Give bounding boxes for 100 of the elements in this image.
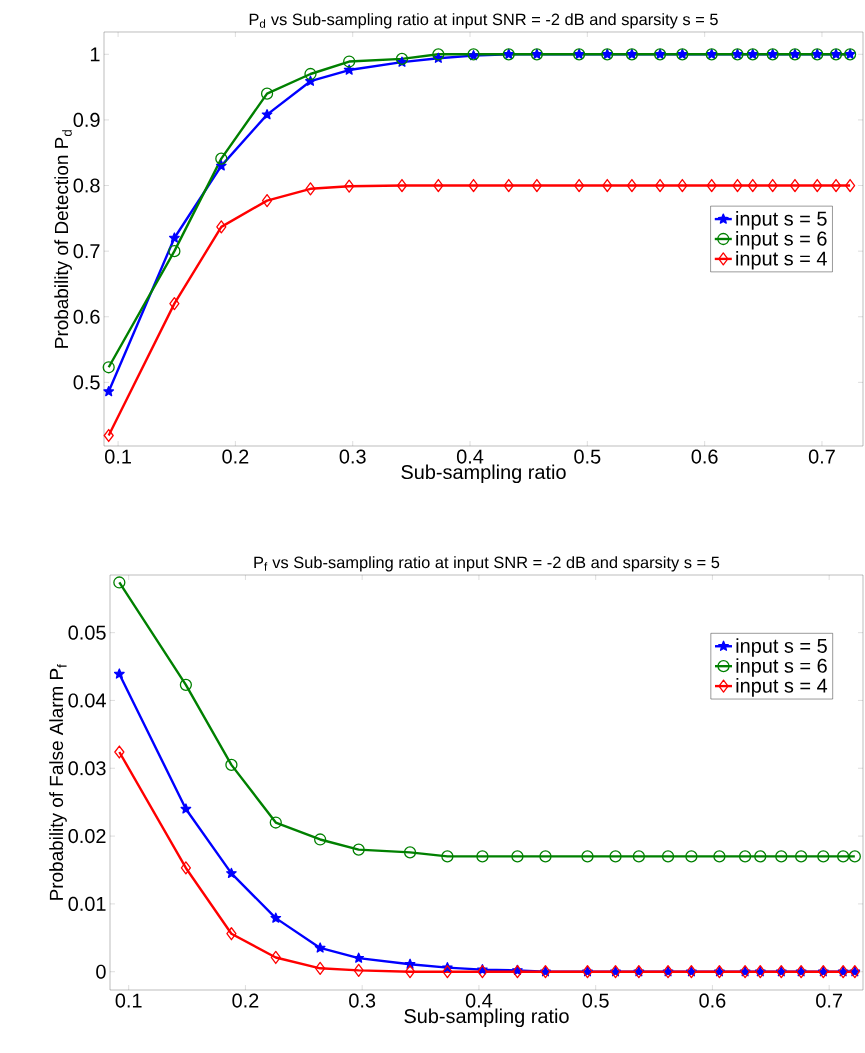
- point: [114, 745, 125, 759]
- x-tick-label: 0.2: [232, 993, 259, 1008]
- point: [531, 178, 543, 193]
- point: [848, 850, 861, 863]
- point: [747, 178, 758, 193]
- chart-title: P$_{f}$ vs Sub-sampling ratio at input SNR = -2 dB and sparsity s = 5: [254, 556, 720, 572]
- point: [396, 178, 408, 193]
- point: [441, 850, 454, 863]
- point: [225, 758, 238, 772]
- point: [353, 952, 365, 963]
- point: [632, 850, 645, 863]
- point: [353, 963, 364, 977]
- x-axis-title: Sub-sampling ratio: [401, 464, 566, 484]
- point: [103, 428, 114, 443]
- y-tick-label: 0.8: [73, 178, 100, 193]
- point: [168, 245, 181, 258]
- point: [314, 833, 327, 846]
- y-tick-label: 0.03: [68, 761, 106, 776]
- x-tick-label: 0.6: [699, 993, 726, 1008]
- point: [795, 850, 808, 863]
- point: [503, 178, 514, 193]
- point: [844, 178, 856, 193]
- y-tick-label: 0.04: [68, 693, 106, 708]
- point: [432, 48, 445, 61]
- y-tick-label: 0.9: [73, 112, 100, 127]
- chart-title: P$_{d}$ vs Sub-sampling ratio at input SNR = -2 dB and sparsity s = 5: [249, 13, 718, 29]
- legend-label: input s = 4: [736, 678, 828, 697]
- point: [270, 950, 281, 965]
- point: [539, 850, 552, 863]
- point: [654, 178, 666, 193]
- point: [179, 678, 193, 691]
- x-tick-label: 0.3: [349, 993, 376, 1008]
- point: [713, 850, 726, 863]
- point: [830, 178, 842, 193]
- y-tick-label: 1: [90, 47, 100, 62]
- point: [754, 850, 767, 863]
- point: [304, 67, 317, 81]
- point: [226, 927, 237, 941]
- y-axis-title: Probability of Detection P$_{d}$: [54, 130, 72, 348]
- point: [738, 850, 752, 863]
- point: [261, 193, 273, 208]
- point: [732, 178, 743, 193]
- point: [395, 52, 409, 66]
- point: [343, 55, 356, 68]
- point: [314, 942, 326, 953]
- x-tick-label: 0.1: [105, 449, 131, 464]
- point: [677, 178, 688, 193]
- point: [685, 850, 698, 863]
- point: [767, 178, 778, 193]
- point: [403, 846, 417, 859]
- x-tick-label: 0.7: [816, 993, 842, 1008]
- point: [837, 850, 850, 863]
- y-tick-label: 0.01: [68, 896, 106, 911]
- point: [315, 961, 326, 975]
- point: [477, 965, 488, 979]
- y-tick-label: 0.5: [73, 375, 100, 390]
- point: [573, 178, 585, 193]
- point: [442, 965, 453, 979]
- point: [113, 668, 125, 679]
- x-tick-label: 0.4: [465, 993, 493, 1008]
- x-tick-label: 0.3: [339, 449, 366, 464]
- point: [609, 850, 622, 863]
- point: [260, 87, 274, 100]
- point: [180, 803, 192, 814]
- x-tick-label: 0.5: [574, 449, 601, 464]
- x-tick-label: 0.1: [115, 993, 142, 1008]
- point: [581, 850, 594, 863]
- x-tick-label: 0.7: [808, 449, 835, 464]
- point: [468, 178, 479, 193]
- y-tick-label: 0.7: [73, 244, 100, 259]
- point: [103, 385, 115, 397]
- x-tick-label: 0.4: [456, 449, 484, 464]
- x-tick-label: 0.2: [222, 449, 249, 464]
- legend-label: input s = 6: [736, 658, 827, 677]
- point: [102, 361, 115, 374]
- x-axis-title: Sub-sampling ratio: [404, 1008, 569, 1028]
- y-tick-label: 0.6: [73, 309, 100, 324]
- point: [113, 576, 126, 589]
- point: [169, 297, 180, 311]
- point: [180, 861, 192, 875]
- point: [169, 232, 180, 243]
- point: [404, 965, 416, 979]
- point: [626, 178, 638, 193]
- legend-label: input s = 6: [736, 231, 827, 250]
- point: [661, 850, 675, 863]
- legend-label: input s = 4: [736, 250, 827, 270]
- point: [215, 152, 228, 165]
- y-axis-title: Probability of False Alarm P$_{f}$: [49, 664, 67, 900]
- legend-label: input s = 5: [736, 211, 827, 230]
- point: [476, 850, 489, 863]
- x-tick-label: 0.6: [691, 449, 718, 464]
- point: [706, 178, 717, 193]
- point: [269, 816, 282, 829]
- point: [789, 178, 801, 193]
- point: [433, 178, 444, 193]
- y-tick-label: 0.02: [68, 829, 106, 844]
- x-tick-label: 0.5: [582, 993, 609, 1008]
- y-tick-label: 0: [96, 964, 106, 979]
- point: [261, 109, 273, 120]
- point: [817, 850, 830, 863]
